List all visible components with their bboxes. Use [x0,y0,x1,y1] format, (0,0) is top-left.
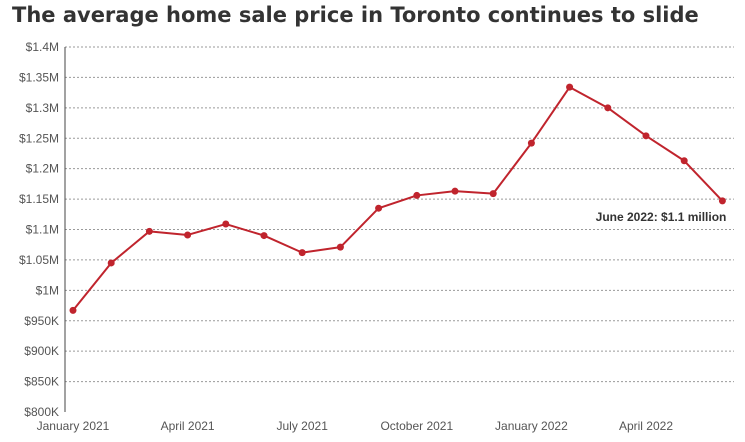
data-point [69,306,77,314]
series-layer [69,83,726,314]
data-point [260,232,268,240]
y-axis-tick-labels: $800K $850K $900K $950K $1M $1.05M $1.1M $1.15M… [19,40,59,419]
y-tick-label: $900K [24,344,59,358]
data-point [375,204,383,212]
data-point [718,197,726,205]
data-point [413,191,421,199]
x-tick-label: January 2021 [37,419,110,433]
data-point [145,227,153,235]
y-tick-label: $850K [24,375,59,389]
chart-title: The average home sale price in Toronto c… [12,3,699,27]
data-point [107,259,115,267]
data-point [451,187,459,195]
data-point [298,249,306,257]
data-point [566,83,574,91]
data-point [489,190,497,198]
y-tick-label: $950K [24,314,59,328]
x-tick-label: January 2022 [495,419,568,433]
x-tick-label: October 2021 [380,419,453,433]
data-point [184,231,192,239]
annotation-layer: June 2022: $1.1 million [596,210,727,224]
gridlines [65,46,734,383]
y-tick-label: $1.4M [26,40,59,54]
y-tick-label: $1.2M [26,162,59,176]
y-tick-label: $1.1M [26,223,59,237]
x-tick-label: April 2021 [161,419,215,433]
y-tick-label: $1.05M [19,253,59,267]
annotation-label: June 2022: $1.1 million [596,210,727,224]
y-tick-label: $1.35M [19,70,59,84]
y-tick-label: $1M [36,283,59,297]
x-axis-tick-labels: January 2021 April 2021 July 2021 October 2… [37,419,674,433]
data-point [680,157,688,165]
y-tick-label: $800K [24,405,59,419]
data-point [222,220,230,228]
y-tick-label: $1.3M [26,101,59,115]
data-point [642,132,650,140]
y-tick-label: $1.15M [19,192,59,206]
data-point [604,104,612,112]
data-point [527,139,535,147]
x-tick-label: July 2021 [277,419,329,433]
y-tick-label: $1.25M [19,131,59,145]
data-point [336,243,344,251]
x-tick-label: April 2022 [619,419,673,433]
series-line [72,86,724,312]
